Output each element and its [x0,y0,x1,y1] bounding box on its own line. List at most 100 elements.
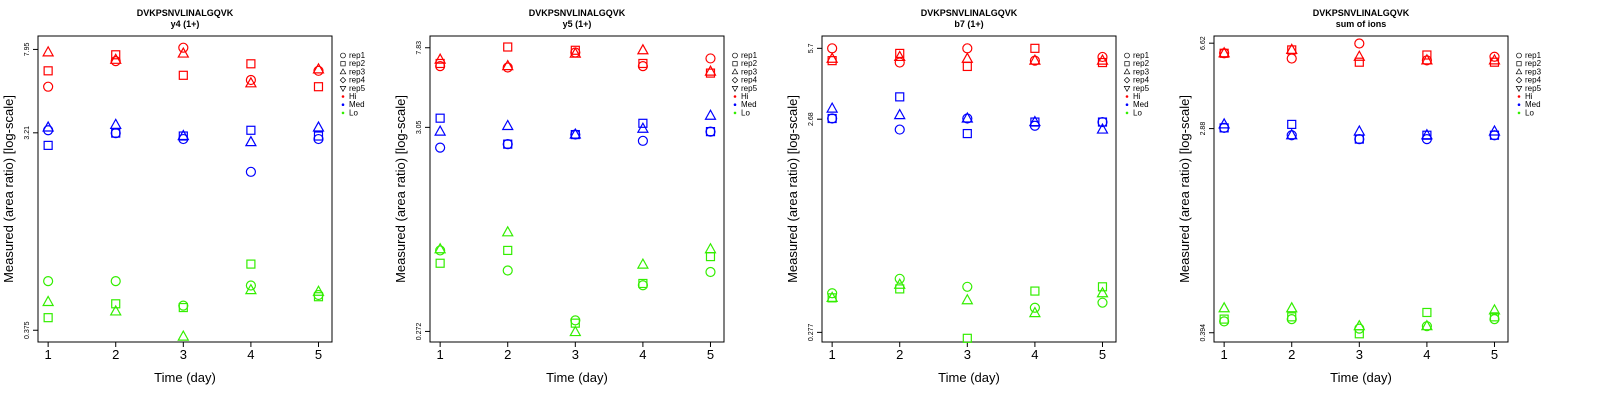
legend-dot [733,95,737,98]
marker-circle [1354,38,1365,49]
legend-symbol [1124,61,1130,67]
x-tick-label: 5 [1491,347,1498,362]
marker-circle [894,57,905,68]
marker-circle [502,265,513,276]
legend-label: rep5 [1525,84,1542,93]
x-tick-label: 2 [1288,347,1295,362]
legend-dot [1517,111,1521,115]
marker-circle [1354,133,1365,145]
marker-circle [43,275,54,287]
marker-triangle [244,283,257,295]
plot-area [37,35,333,343]
marker-triangle [244,135,257,147]
marker-square [962,128,972,139]
legend-symbol [731,86,739,93]
legend-dot [1125,103,1129,106]
marker-circle [110,128,121,139]
marker-circle [827,43,838,54]
marker-square [1354,57,1364,67]
y-tick-label: 7.83 [416,41,423,55]
marker-triangle [826,291,839,302]
x-tick-label: 2 [896,347,903,362]
marker-triangle [312,62,325,74]
marker-square [1124,61,1130,67]
marker-circle [110,275,121,287]
legend-label: Med [349,100,365,109]
marker-circle [894,124,905,135]
marker-triangle [569,127,582,139]
marker-square [246,125,256,135]
marker-circle [1516,52,1522,59]
marker-triangle [704,109,717,120]
legend-dot [1517,103,1521,106]
marker-square [178,70,188,80]
marker-inverted-triangle [339,86,347,93]
legend-dot [341,103,345,106]
marker-circle [1219,316,1230,327]
legend-dot [733,103,737,106]
marker-triangle [636,122,649,133]
legend-symbol [1123,86,1131,93]
marker-circle [435,142,446,153]
legend-label: Lo [1525,108,1534,117]
legend-label: rep1 [1133,51,1150,60]
legend-label: Hi [741,92,749,101]
marker-triangle [1028,53,1041,65]
marker-circle [1489,314,1500,325]
x-tick-label: 3 [1356,347,1363,362]
x-tick-label: 1 [437,347,444,362]
legend-label: rep3 [349,67,366,76]
x-tick-label: 5 [315,347,322,362]
legend-symbol [1515,76,1523,84]
marker-triangle [1285,301,1298,313]
marker-square [895,48,905,59]
marker-circle [637,135,648,146]
marker-diamond [1515,76,1523,84]
marker-inverted-triangle [731,86,739,93]
marker-triangle [1096,122,1109,134]
legend-label: Med [1525,100,1541,109]
legend-label: Med [741,100,757,109]
legend-label: Hi [1525,92,1533,101]
marker-triangle [1488,53,1501,65]
legend-symbol [1124,52,1130,59]
legend-label: rep5 [741,84,758,93]
marker-circle [178,300,189,311]
marker-triangle [177,129,190,141]
marker-square [43,66,53,76]
marker-triangle [177,46,190,58]
marker-triangle [1420,128,1433,140]
chart-subtitle: y4 (1+) [171,19,200,29]
legend-symbol [1516,61,1522,67]
marker-square [1422,50,1432,60]
marker-circle [43,81,54,92]
legend-label: rep4 [1525,76,1542,85]
marker-triangle [893,50,906,62]
x-tick-label: 3 [964,347,971,362]
marker-inverted-triangle [1123,86,1131,93]
marker-diamond [731,76,739,84]
legend-label: rep2 [349,59,366,68]
marker-square [827,113,837,124]
legend-label: rep2 [1525,59,1542,68]
marker-square [313,292,324,302]
x-tick-label: 5 [1099,347,1106,362]
x-tick-label: 4 [1031,347,1038,362]
legend-label: Hi [349,92,357,101]
chart-subtitle: b7 (1+) [954,19,983,29]
legend-label: Med [1133,100,1149,109]
marker-triangle [1028,115,1041,127]
marker-triangle [704,242,717,254]
marker-square [1030,286,1040,296]
legend-dot [1125,111,1129,115]
legend-label: Lo [741,108,750,117]
marker-triangle [1218,301,1231,313]
marker-square [43,313,53,323]
legend-label: rep4 [349,76,366,85]
marker-triangle [704,64,717,76]
marker-circle [894,273,905,284]
marker-triangle [961,111,974,123]
marker-triangle [1420,53,1433,65]
plot-area [821,35,1117,343]
